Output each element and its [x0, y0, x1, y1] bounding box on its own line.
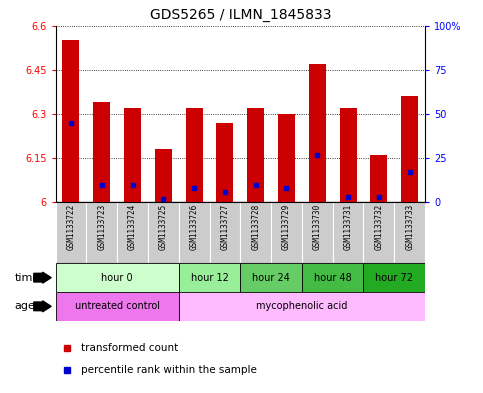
Text: hour 24: hour 24	[252, 273, 290, 283]
Text: GSM1133724: GSM1133724	[128, 204, 137, 250]
Bar	[179, 202, 210, 263]
Bar	[364, 263, 425, 292]
Text: transformed count: transformed count	[82, 343, 179, 353]
Text: GSM1133730: GSM1133730	[313, 204, 322, 250]
Text: mycophenolic acid: mycophenolic acid	[256, 301, 348, 311]
Text: GSM1133723: GSM1133723	[97, 204, 106, 250]
Bar	[56, 202, 86, 263]
Bar	[56, 292, 179, 321]
Bar	[185, 108, 202, 202]
Bar	[62, 40, 79, 202]
Bar	[394, 202, 425, 263]
Bar	[401, 96, 418, 202]
Text: GSM1133731: GSM1133731	[343, 204, 353, 250]
Text: GSM1133722: GSM1133722	[67, 204, 75, 250]
Bar	[148, 202, 179, 263]
Bar	[364, 202, 394, 263]
Title: GDS5265 / ILMN_1845833: GDS5265 / ILMN_1845833	[150, 8, 331, 22]
Text: hour 12: hour 12	[191, 273, 228, 283]
Text: agent: agent	[14, 301, 47, 311]
Bar	[370, 155, 387, 202]
Bar	[179, 292, 425, 321]
Text: GSM1133725: GSM1133725	[159, 204, 168, 250]
Text: GSM1133729: GSM1133729	[282, 204, 291, 250]
Bar	[240, 202, 271, 263]
Bar	[155, 149, 172, 202]
Text: time: time	[14, 273, 40, 283]
Bar	[93, 102, 110, 202]
Text: hour 48: hour 48	[314, 273, 352, 283]
Bar	[302, 263, 364, 292]
Text: percentile rank within the sample: percentile rank within the sample	[82, 365, 257, 375]
Bar	[210, 202, 240, 263]
Text: untreated control: untreated control	[75, 301, 159, 311]
Bar	[179, 263, 240, 292]
Bar	[216, 123, 233, 202]
Text: hour 0: hour 0	[101, 273, 133, 283]
Bar	[56, 263, 179, 292]
Text: GSM1133726: GSM1133726	[190, 204, 199, 250]
Bar	[278, 114, 295, 202]
Bar	[124, 108, 141, 202]
Bar	[333, 202, 364, 263]
Bar	[302, 202, 333, 263]
Text: hour 72: hour 72	[375, 273, 413, 283]
Text: GSM1133732: GSM1133732	[374, 204, 384, 250]
Bar	[309, 64, 326, 202]
Text: GSM1133733: GSM1133733	[405, 204, 414, 250]
Bar	[240, 263, 302, 292]
Text: GSM1133727: GSM1133727	[220, 204, 229, 250]
Bar	[340, 108, 356, 202]
Bar	[86, 202, 117, 263]
Text: GSM1133728: GSM1133728	[251, 204, 260, 250]
Bar	[271, 202, 302, 263]
Bar	[117, 202, 148, 263]
Bar	[247, 108, 264, 202]
